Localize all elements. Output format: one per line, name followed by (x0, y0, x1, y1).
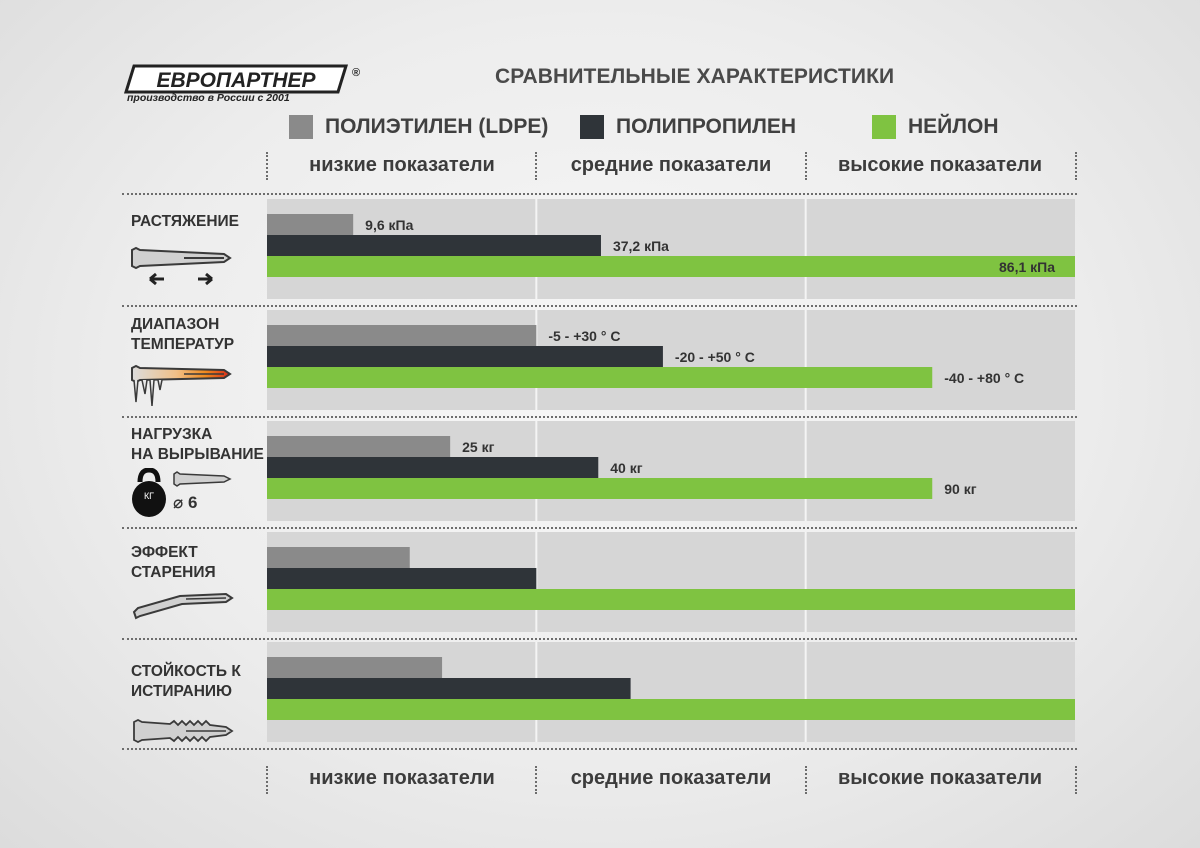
legend-label: НЕЙЛОН (908, 115, 999, 138)
legend-swatch (580, 115, 604, 139)
divider (266, 152, 268, 180)
category-label-tension: РАСТЯЖЕНИЕ (131, 212, 239, 232)
level-header-top: низкие показатели средние показатели выс… (267, 154, 1075, 184)
level-label-medium: средние показатели (570, 154, 772, 176)
bar (267, 436, 451, 457)
bar (267, 547, 410, 568)
legend-swatch (872, 115, 896, 139)
category-label-line: ДИАПАЗОН (131, 316, 220, 333)
bar (267, 235, 601, 256)
bar (267, 699, 1075, 720)
legend-swatch (289, 115, 313, 139)
bar (267, 325, 537, 346)
data-label: 25 кг (462, 439, 494, 455)
brand-logo-text: ЕВРОПАРТНЕР (157, 69, 317, 92)
bar (267, 478, 933, 499)
category-label-line: ИСТИРАНИЮ (131, 683, 233, 700)
level-label-low: низкие показатели (309, 154, 495, 176)
dowel-bent-icon (132, 592, 234, 620)
category-label-aging: ЭФФЕКТ СТАРЕНИЯ (131, 543, 216, 583)
divider (266, 766, 268, 794)
category-label-temperature: ДИАПАЗОН ТЕМПЕРАТУР (131, 315, 234, 355)
level-label-high: высокие показатели (837, 767, 1043, 789)
level-label-low: низкие показатели (309, 767, 495, 789)
bar (267, 657, 443, 678)
bar (267, 214, 354, 235)
legend-label: ПОЛИЭТИЛЕН (LDPE) (325, 115, 549, 138)
bar (267, 568, 537, 589)
legend-item-ldpe: ПОЛИЭТИЛЕН (LDPE) (289, 114, 548, 140)
divider (535, 152, 537, 180)
svg-text:КГ: КГ (144, 491, 154, 501)
legend-item-nylon: НЕЙЛОН (872, 114, 999, 140)
bar (267, 367, 933, 388)
divider (122, 193, 1077, 195)
divider (805, 766, 807, 794)
kettlebell-dowel-icon: КГ (132, 468, 232, 517)
divider (1075, 766, 1077, 794)
bar (267, 457, 599, 478)
legend-label: ПОЛИПРОПИЛЕН (616, 115, 796, 138)
data-label: 40 кг (610, 460, 642, 476)
dowel-temperature-icon (131, 364, 232, 407)
category-label-line: НАГРУЗКА (131, 426, 213, 443)
brand-tagline: производство в России с 2001 (127, 92, 290, 104)
brand-logo: ЕВРОПАРТНЕР ® (124, 64, 364, 104)
bar (267, 346, 663, 367)
level-label-high: высокие показатели (837, 154, 1043, 176)
divider (122, 527, 1077, 529)
divider (122, 416, 1077, 418)
divider (1075, 152, 1077, 180)
divider (805, 152, 807, 180)
divider (122, 748, 1077, 750)
category-label-line: НА ВЫРЫВАНИЕ (131, 446, 264, 463)
bar (267, 589, 1075, 610)
data-label: 86,1 кПа (999, 259, 1055, 275)
bar (267, 678, 631, 699)
data-label: -20 - +50 ° C (675, 349, 755, 365)
category-label-abrasion: СТОЙКОСТЬ К ИСТИРАНИЮ (131, 662, 241, 702)
divider (122, 305, 1077, 307)
category-label-line: ТЕМПЕРАТУР (131, 336, 235, 353)
data-label: 90 кг (944, 481, 976, 497)
divider (122, 638, 1077, 640)
data-label: -5 - +30 ° C (548, 328, 620, 344)
chart-title: СРАВНИТЕЛЬНЫЕ ХАРАКТЕРИСТИКИ (495, 65, 895, 88)
diameter-label: ⌀ 6 (173, 493, 198, 512)
category-label-pullout: НАГРУЗКА НА ВЫРЫВАНИЕ (131, 425, 264, 465)
bar (267, 256, 1075, 277)
category-label-line: ЭФФЕКТ (131, 544, 198, 561)
category-label-line: СТАРЕНИЯ (131, 564, 216, 581)
divider (535, 766, 537, 794)
level-header-bottom: низкие показатели средние показатели выс… (267, 767, 1075, 797)
data-label: 37,2 кПа (613, 238, 669, 254)
dowel-stretch-icon (131, 246, 232, 286)
legend-item-pp: ПОЛИПРОПИЛЕН (580, 114, 796, 140)
level-label-medium: средние показатели (570, 767, 772, 789)
data-label: 9,6 кПа (365, 217, 413, 233)
category-label-line: СТОЙКОСТЬ К (131, 663, 241, 680)
data-label: -40 - +80 ° C (944, 370, 1024, 386)
dowel-ribbed-icon (133, 718, 234, 744)
category-label-line: РАСТЯЖЕНИЕ (131, 213, 240, 230)
registered-mark: ® (352, 67, 360, 79)
